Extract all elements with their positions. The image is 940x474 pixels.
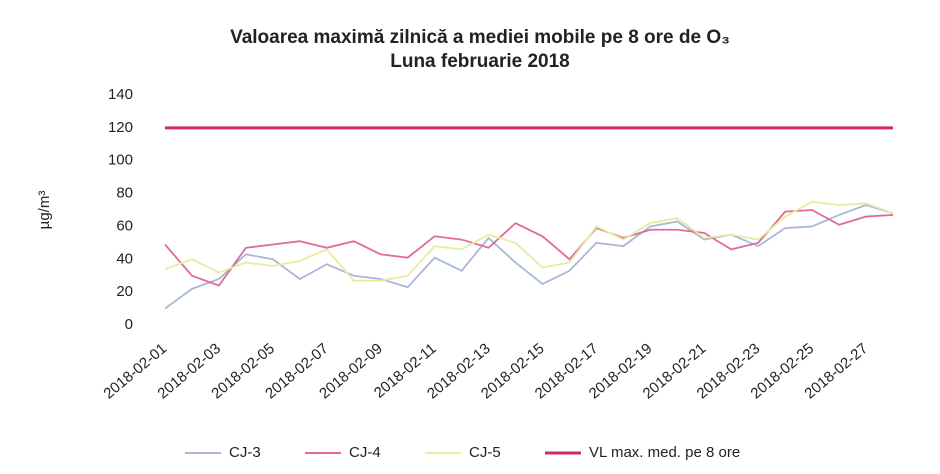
- y-tick-label: 40: [116, 250, 133, 267]
- chart-subtitle: Luna februarie 2018: [390, 51, 570, 72]
- legend-label: VL max. med. pe 8 ore: [589, 444, 740, 461]
- legend-label: CJ-4: [349, 444, 381, 461]
- chart-title: Valoarea maximă zilnică a mediei mobile …: [230, 27, 730, 48]
- y-tick-label: 60: [116, 217, 133, 234]
- legend-label: CJ-3: [229, 444, 261, 461]
- y-tick-label: 20: [116, 283, 133, 300]
- y-tick-label: 140: [108, 86, 133, 103]
- series-line: [164, 204, 894, 310]
- legend-label: CJ-5: [469, 444, 501, 461]
- y-tick-label: 0: [125, 316, 133, 333]
- y-tick-label: 120: [108, 119, 133, 136]
- y-tick-label: 100: [108, 152, 133, 169]
- y-axis-label: µg/m³: [36, 191, 53, 230]
- series-line: [164, 200, 894, 282]
- y-tick-label: 80: [116, 185, 133, 202]
